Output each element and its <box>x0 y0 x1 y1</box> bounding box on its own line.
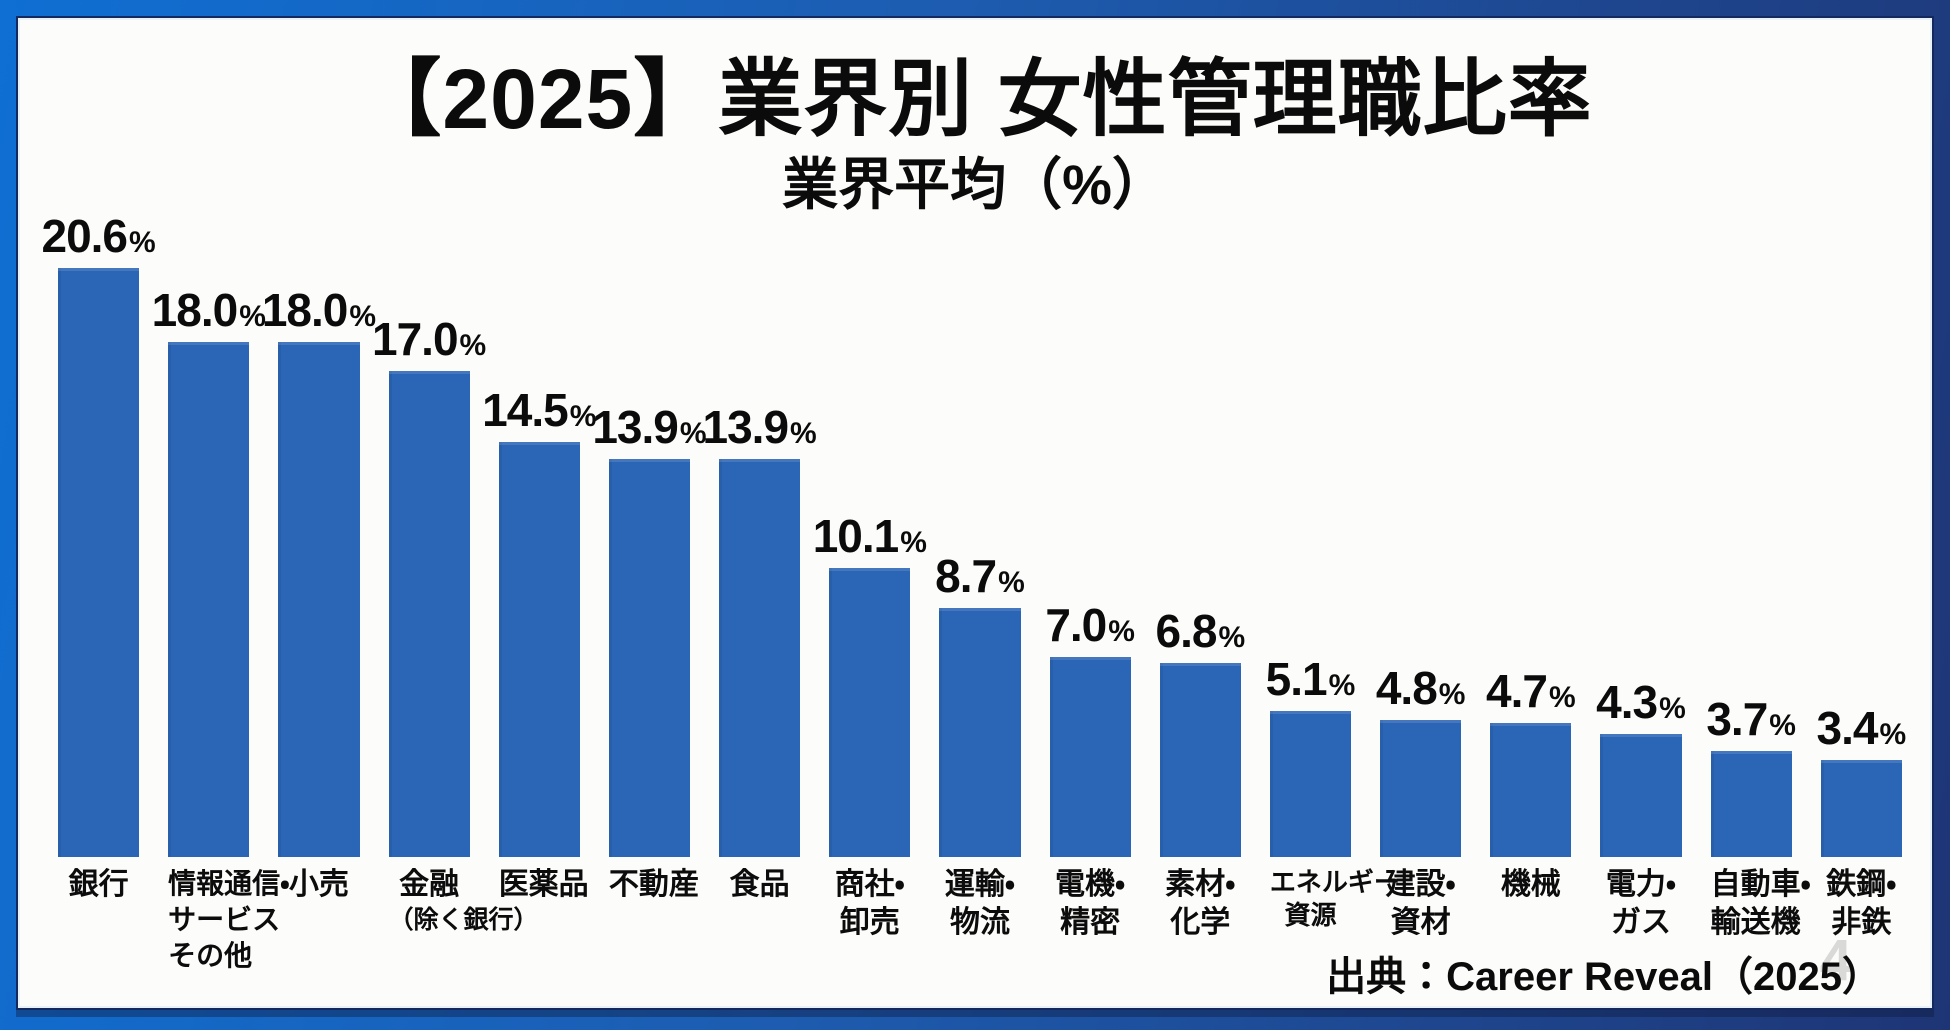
bar <box>1490 722 1572 857</box>
bar <box>1710 751 1792 857</box>
bar <box>608 459 691 857</box>
category-label: 素材・ 化学 <box>1165 868 1236 940</box>
value-label: 3.7% <box>1706 693 1796 746</box>
bar <box>388 370 470 857</box>
bar <box>498 442 580 857</box>
category-label: 運輸・ 物流 <box>944 868 1016 940</box>
bar-column: 5.1% <box>1266 656 1355 857</box>
bar <box>1269 711 1352 857</box>
category-label: 情報通信・ サービス その他 <box>168 868 290 971</box>
category-label: 鉄鋼・ 非鉄 <box>1826 868 1897 940</box>
category-label: 建設・ 資材 <box>1385 868 1456 940</box>
bar <box>58 267 140 857</box>
bar <box>1820 759 1902 857</box>
value-label: 6.8% <box>1155 604 1246 657</box>
category-row: 銀行 情報通信・ サービス その他 小売 金融 （除く銀行） 医薬品 不動産 食品 商社・ 卸売 運輸・… <box>58 866 1902 973</box>
bar-column: 6.8% <box>1155 608 1245 857</box>
chart-subtitle: 業界平均（%） <box>782 153 1168 216</box>
bar-column: 13.9% <box>592 404 707 857</box>
bar-column: 8.7% <box>935 553 1025 857</box>
value-label: 5.1% <box>1265 653 1356 706</box>
category-label: 電力・ ガス <box>1605 868 1677 940</box>
bar-chart: 20.6% 18.0% 18.0% 17.0% 14.5% 13.9% 13.9% 10.1%… <box>41 18 1906 857</box>
category-label: 商社・ 卸売 <box>834 868 905 940</box>
bar-column: 10.1% <box>813 513 927 857</box>
value-label: 10.1% <box>812 510 927 563</box>
source-credit: 出典：Career Reveal（2025） <box>1326 955 1882 999</box>
value-label: 18.0% <box>261 284 377 337</box>
category-label: 機械 <box>1500 868 1561 901</box>
bar-column: 3.7% <box>1706 696 1796 857</box>
value-label: 3.4% <box>1816 701 1907 754</box>
value-label: 7.0% <box>1045 598 1135 651</box>
value-label: 13.9% <box>592 401 707 454</box>
bar-column: 18.0% <box>262 287 376 857</box>
value-label: 4.7% <box>1486 664 1576 717</box>
category-label: 医薬品 <box>498 868 589 901</box>
bar-column: 7.0% <box>1045 602 1135 857</box>
bar <box>1380 719 1462 857</box>
bar <box>278 342 360 857</box>
chart-card: 【2025】業界別 女性管理職比率 業界平均（%） 20.6% 18.0% 18.0… <box>16 16 1934 1010</box>
chart-title: 【2025】業界別 女性管理職比率 <box>357 52 1593 146</box>
bar <box>939 608 1021 857</box>
value-label: 18.0% <box>151 284 266 337</box>
value-label: 4.8% <box>1375 661 1466 714</box>
category-label: 銀行 <box>68 868 129 901</box>
category-label: 食品 <box>729 868 790 901</box>
bar-column: 4.3% <box>1596 679 1686 857</box>
bar <box>829 568 911 857</box>
category-label: 不動産 <box>608 868 699 901</box>
category-label: エネルギー 資源 <box>1269 867 1400 931</box>
value-label: 8.7% <box>935 550 1025 603</box>
category-label: 自動車・ 輸送機 <box>1710 868 1811 940</box>
value-label: 13.9% <box>702 401 817 454</box>
category-label: 小売 <box>288 868 349 901</box>
bar-column: 17.0% <box>372 316 486 857</box>
bar-column: 4.7% <box>1486 668 1576 857</box>
watermark-digit: 4 <box>1819 928 1852 993</box>
bar <box>1600 734 1682 857</box>
value-label: 4.3% <box>1596 676 1686 729</box>
bar <box>1159 662 1241 857</box>
bar <box>1049 656 1131 857</box>
value-label: 14.5% <box>482 384 597 437</box>
bar-column: 14.5% <box>482 387 596 857</box>
value-label: 20.6% <box>41 209 156 262</box>
category-label: 電機・ 精密 <box>1055 868 1126 940</box>
bar-column: 18.0% <box>152 287 266 857</box>
bar <box>719 459 801 857</box>
bar-column: 20.6% <box>41 213 156 857</box>
bar-column: 13.9% <box>703 404 817 857</box>
bar-column: 3.4% <box>1817 705 1906 857</box>
bar <box>168 342 250 857</box>
category-label: 金融 （除く銀行） <box>388 868 539 935</box>
value-label: 17.0% <box>372 312 487 365</box>
bar-column: 4.8% <box>1376 665 1465 857</box>
